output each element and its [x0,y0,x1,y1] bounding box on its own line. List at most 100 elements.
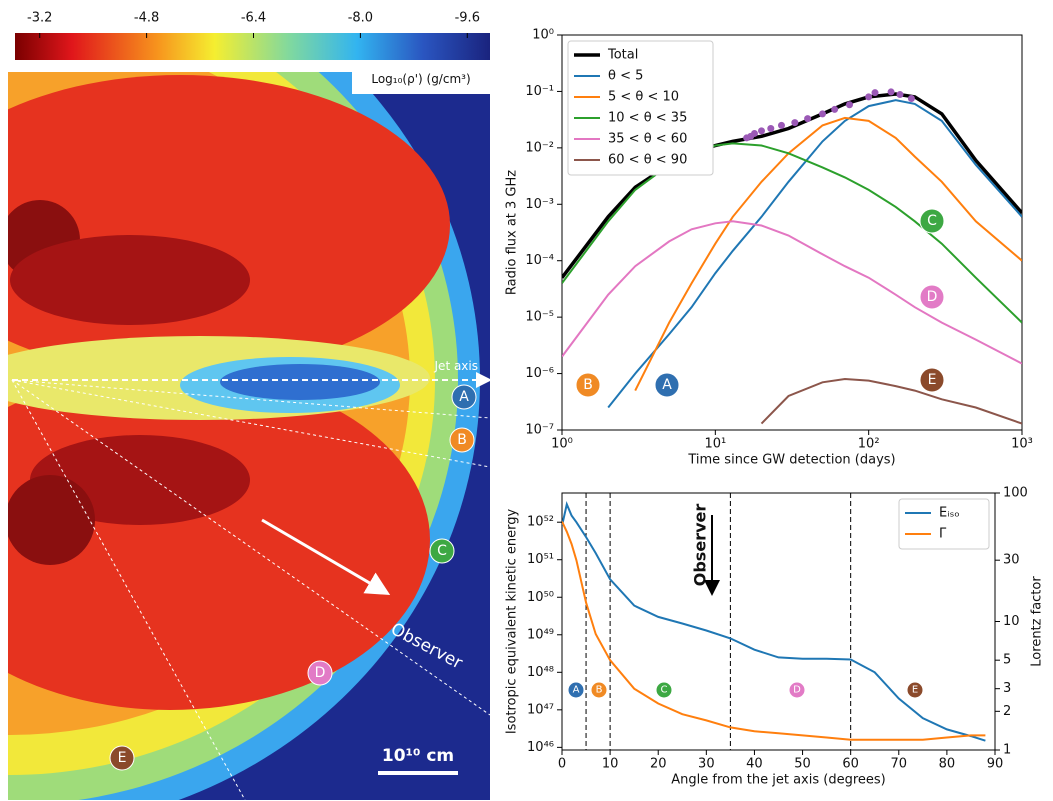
region-marker [906,681,924,699]
density-map [8,72,490,800]
legend-label: 10 < θ < 35 [608,111,687,126]
region-marker [919,208,945,234]
region-marker [109,745,135,771]
cone-line [11,379,246,800]
observation-point [757,127,765,135]
cone-line [11,379,490,716]
legend-label: 35 < θ < 60 [608,132,687,147]
region-label: C [437,543,447,559]
observation-point [750,129,758,137]
y-tick-label: 10⁴⁶ [527,740,554,755]
jet-axis-label: Jet axis [434,359,478,373]
region-label: E [928,372,937,388]
y-tick-label: 10⁴⁷ [527,702,554,717]
observation-point [846,101,854,109]
region-marker [449,427,475,453]
region-marker [654,372,680,398]
series-line [607,99,1022,409]
observation-point [819,110,827,118]
y-tick-label: 10⁴⁹ [527,627,554,642]
region-label: D [927,289,938,305]
x-tick-label: 30 [698,757,715,772]
y-tick-label: 10⁰ [532,28,554,43]
colorbar-label-box [352,64,490,94]
region-label: C [927,213,937,229]
region-marker [919,367,945,393]
y2-tick-label: 5 [1003,653,1011,668]
y2-tick-label: 10 [1003,614,1020,629]
cone-line [11,379,490,468]
legend-label: Total [607,48,638,63]
y-tick-label: 10⁵² [527,515,554,530]
x-tick-label: 20 [650,757,667,772]
series-line [562,521,986,741]
y2-tick-label: 3 [1003,681,1011,696]
colorbar-label: Log₁₀(ρ') (g/cm³) [371,72,470,86]
y-tick-label: 10⁵⁰ [527,590,554,605]
colorbar-tick-label: -9.6 [455,11,480,26]
legend-label: 60 < θ < 90 [608,153,687,168]
region-label: B [596,685,603,696]
series-line [760,377,1022,425]
observation-point [777,121,785,129]
plot-frame [561,34,1023,431]
x-tick-label: 10⁰ [551,437,573,452]
x-tick-label: 10² [858,437,880,452]
legend-box [567,40,714,176]
y-tick-label: 10⁻³ [525,197,554,212]
region-marker [590,681,608,699]
y-axis-label: Radio flux at 3 GHz [505,170,520,295]
x-tick-label: 40 [746,757,763,772]
x-tick-label: 10 [602,757,619,772]
observation-point [791,119,799,127]
region-label: B [583,377,593,393]
region-marker [567,681,585,699]
cone-line [11,379,490,419]
observation-point [907,94,915,102]
y2-tick-label: 1 [1003,743,1011,758]
region-label: A [662,377,672,393]
region-label: B [457,432,467,448]
observation-point [887,88,895,96]
y-axis-label: Isotropic equivalent kinetic energy [505,509,520,735]
colorbar [15,33,490,60]
x-tick-label: 90 [987,757,1004,772]
x-tick-label: 80 [939,757,956,772]
observation-point [804,115,812,123]
observation-point [865,93,873,101]
y-tick-label: 10⁻⁷ [525,423,554,438]
y-tick-label: 10⁻⁵ [525,310,554,325]
y2-tick-label: 100 [1003,486,1028,501]
legend-label: Eᵢₛₒ [939,506,960,521]
region-label: D [793,685,801,696]
y-tick-label: 10⁻¹ [525,84,554,99]
region-marker [655,681,673,699]
region-marker [575,372,601,398]
observation-point [767,125,775,133]
colorbar-tick-label: -8.0 [348,11,373,26]
region-label: A [573,685,580,696]
y-tick-label: 10⁻⁴ [525,253,554,268]
x-axis-label: Time since GW detection (days) [687,453,895,468]
y-tick-label: 10⁻² [525,140,554,155]
observation-point [896,91,904,99]
observer-arrow [261,518,391,596]
region-marker [919,284,945,310]
legend-box [898,498,990,550]
colorbar-tick-label: -3.2 [27,11,52,26]
y-tick-label: 10⁻⁶ [525,366,554,381]
region-marker [788,681,806,699]
observation-point [831,105,839,113]
region-label: E [912,685,918,696]
region-marker [307,660,333,686]
observer-label: Observer [691,504,710,587]
region-label: D [315,665,326,681]
x-tick-label: 10¹ [704,437,726,452]
region-label: A [459,389,469,405]
x-tick-label: 0 [558,757,566,772]
x-tick-label: 60 [842,757,859,772]
x-tick-label: 10³ [1011,437,1033,452]
x-axis-label: Angle from the jet axis (degrees) [671,773,885,788]
scale-bar-label: 10¹⁰ cm [382,746,454,766]
